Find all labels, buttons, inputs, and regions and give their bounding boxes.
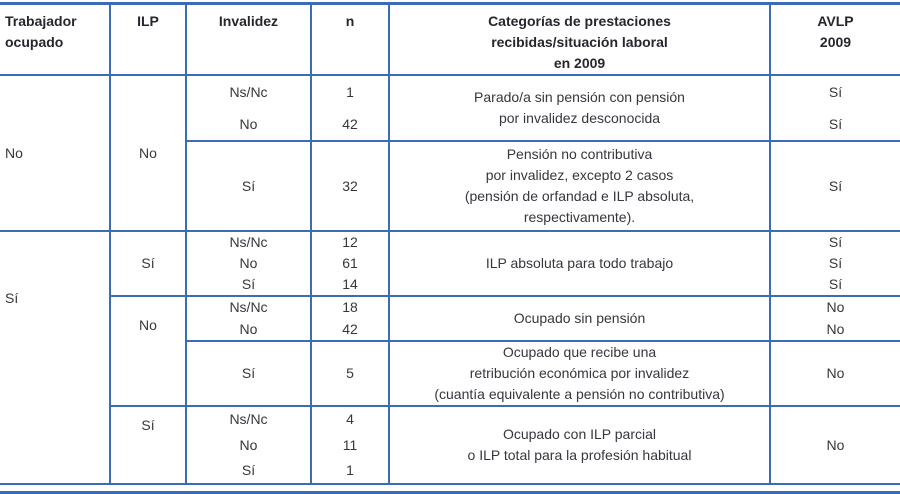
avlp-cell: No xyxy=(769,318,900,342)
invalidez-cell: No xyxy=(185,318,311,342)
invalidez-cell: Sí xyxy=(185,341,311,407)
invalidez-cell: Ns/Nc xyxy=(185,296,311,318)
table-row: No Ns/Nc 18 Ocupado sin pensión No xyxy=(0,296,900,407)
avlp-cell: Sí xyxy=(769,108,900,142)
n-cell: 4 xyxy=(310,406,389,432)
table-row: No 11 xyxy=(0,432,900,458)
header-categorias: Categorías de prestaciones recibidas/sit… xyxy=(388,5,770,76)
n-cell: 14 xyxy=(310,274,389,297)
invalidez-cell: No xyxy=(185,432,311,458)
n-cell: 42 xyxy=(310,318,389,342)
category-cell: Pensión no contributiva por invalidez, e… xyxy=(388,141,770,232)
n-cell: 42 xyxy=(310,108,389,142)
trabajador-cell: No xyxy=(0,75,110,232)
table-row: Sí 14 Sí xyxy=(0,274,900,297)
ilp-cell: Sí xyxy=(109,406,186,485)
avlp-cell: No xyxy=(769,406,900,485)
header-invalidez: Invalidez xyxy=(185,5,311,76)
n-cell: 18 xyxy=(310,296,389,318)
ilp-cell: No xyxy=(109,296,186,407)
category-cell: Parado/a sin pensión con pensión por inv… xyxy=(388,75,770,142)
table-row: Sí 5 Ocupado que recibe una retribución … xyxy=(0,341,900,407)
avlp-cell: No xyxy=(769,296,900,318)
table-header-row: Trabajador ocupado ILP Invalidez n Categ… xyxy=(0,5,900,76)
category-cell: ILP absoluta para todo trabajo xyxy=(388,231,770,297)
n-cell: 1 xyxy=(310,75,389,108)
n-cell: 5 xyxy=(310,341,389,407)
avlp-cell: No xyxy=(769,341,900,407)
category-cell: Ocupado sin pensión xyxy=(388,296,770,342)
ilp-cell: No xyxy=(109,75,186,232)
n-cell: 32 xyxy=(310,141,389,232)
table-row: No 42 No xyxy=(0,318,900,342)
header-trabajador-ocupado: Trabajador ocupado xyxy=(0,5,110,76)
header-ilp: ILP xyxy=(109,5,186,76)
invalidez-cell: Sí xyxy=(185,141,311,232)
invalidez-cell: Ns/Nc xyxy=(185,231,311,253)
n-cell: 12 xyxy=(310,231,389,253)
table-row: No 42 Sí xyxy=(0,108,900,142)
table-row: No 61 Sí xyxy=(0,253,900,274)
avlp-cell: Sí xyxy=(769,253,900,274)
invalidez-cell: No xyxy=(185,253,311,274)
avlp-cell: Sí xyxy=(769,274,900,297)
category-cell: Ocupado que recibe una retribución econó… xyxy=(388,341,770,407)
invalidez-cell: Ns/Nc xyxy=(185,406,311,432)
ilp-cell: Sí xyxy=(109,231,186,297)
category-cell: Ocupado con ILP parcial o ILP total para… xyxy=(388,406,770,485)
avlp-cell: Sí xyxy=(769,75,900,108)
table-row: Sí Sí Ns/Nc 12 ILP absoluta para todo tr… xyxy=(0,231,900,485)
n-cell: 61 xyxy=(310,253,389,274)
avlp-cell: Sí xyxy=(769,231,900,253)
avlp-cell: Sí xyxy=(769,141,900,232)
invalidez-cell: Ns/Nc xyxy=(185,75,311,108)
header-avlp: AVLP 2009 xyxy=(769,5,900,76)
n-cell: 11 xyxy=(310,432,389,458)
invalidez-cell: Sí xyxy=(185,458,311,485)
invalidez-cell: No xyxy=(185,108,311,142)
invalidez-cell: Sí xyxy=(185,274,311,297)
n-cell: 1 xyxy=(310,458,389,485)
trabajador-cell: Sí xyxy=(0,231,110,485)
table-row: Sí 32 Pensión no contributiva por invali… xyxy=(0,141,900,232)
header-n: n xyxy=(310,5,389,76)
table-row: Sí Ns/Nc 4 Ocupado con ILP parcial o ILP… xyxy=(0,406,900,485)
table-row: No No Ns/Nc 1 Parado/a sin pensión con p… xyxy=(0,75,900,232)
prestaciones-table: Trabajador ocupado ILP Invalidez n Categ… xyxy=(0,5,900,485)
table-row: Sí 1 xyxy=(0,458,900,485)
